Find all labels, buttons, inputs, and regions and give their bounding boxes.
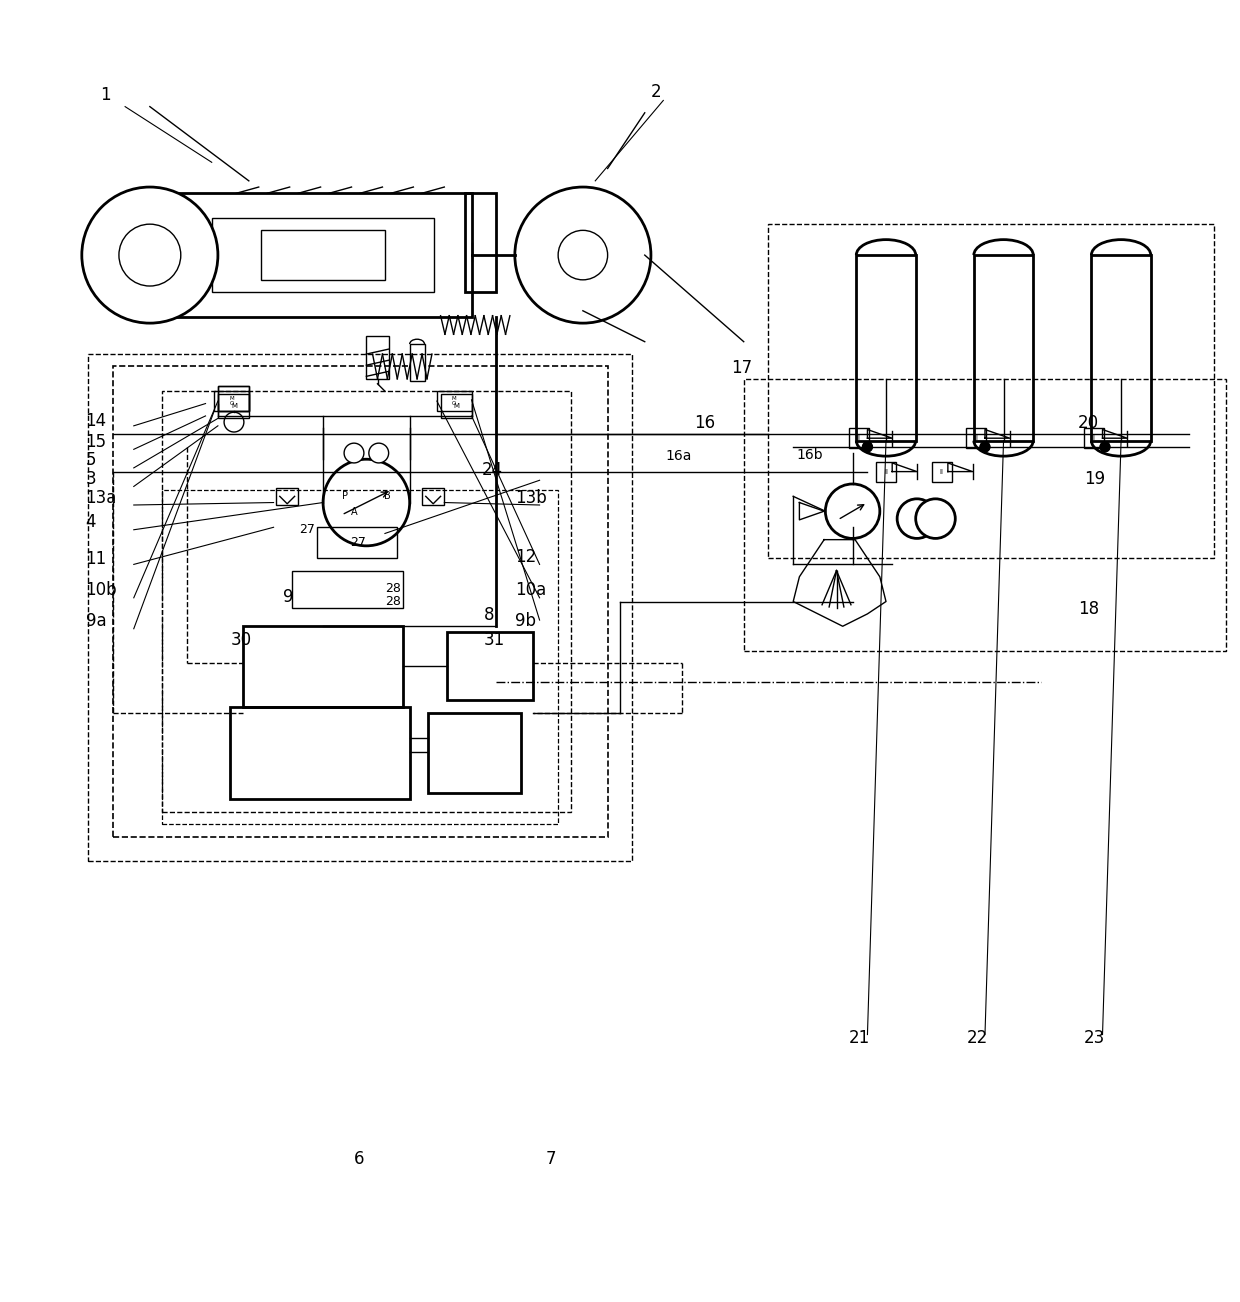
- Text: 23: 23: [1084, 1029, 1105, 1047]
- Circle shape: [515, 187, 651, 323]
- Bar: [366, 336, 388, 379]
- Text: A: A: [351, 508, 357, 517]
- Bar: [162, 490, 558, 824]
- Text: 5: 5: [86, 452, 95, 470]
- Bar: [218, 387, 249, 411]
- Bar: [857, 255, 915, 440]
- Circle shape: [224, 413, 244, 432]
- Bar: [973, 255, 1033, 440]
- Text: 10a: 10a: [515, 581, 546, 599]
- Bar: [409, 344, 424, 381]
- Circle shape: [826, 484, 880, 539]
- Text: 1: 1: [100, 86, 112, 104]
- Circle shape: [1100, 441, 1110, 452]
- Text: M: M: [231, 404, 237, 409]
- Circle shape: [82, 187, 218, 323]
- Text: 2: 2: [651, 83, 662, 100]
- Circle shape: [558, 230, 608, 280]
- Text: 18: 18: [1078, 600, 1099, 618]
- Circle shape: [343, 443, 363, 464]
- Text: II: II: [975, 435, 978, 441]
- Bar: [446, 633, 533, 700]
- Bar: [428, 713, 521, 793]
- Circle shape: [863, 441, 873, 452]
- Text: 27: 27: [300, 523, 315, 536]
- Bar: [162, 391, 570, 812]
- Text: 15: 15: [86, 432, 107, 450]
- Circle shape: [324, 460, 409, 546]
- Text: 19: 19: [1084, 470, 1105, 488]
- Text: 7: 7: [546, 1151, 557, 1168]
- Text: 11: 11: [86, 551, 107, 569]
- Bar: [218, 387, 249, 411]
- Text: 28: 28: [384, 582, 401, 595]
- Circle shape: [368, 443, 388, 464]
- Text: II: II: [857, 435, 861, 441]
- Text: B: B: [384, 491, 391, 501]
- Bar: [215, 391, 249, 411]
- Text: 27: 27: [350, 535, 366, 548]
- Bar: [113, 366, 608, 837]
- Text: 16a: 16a: [666, 449, 692, 464]
- Bar: [277, 488, 299, 505]
- Circle shape: [863, 441, 873, 452]
- Bar: [262, 230, 384, 280]
- Bar: [1084, 428, 1104, 448]
- Text: M
O: M O: [229, 396, 234, 406]
- Bar: [877, 462, 897, 482]
- Text: 4: 4: [86, 513, 95, 531]
- Text: 10b: 10b: [86, 581, 117, 599]
- Bar: [422, 488, 444, 505]
- Text: 6: 6: [353, 1151, 365, 1168]
- Text: 3: 3: [86, 470, 97, 488]
- Bar: [931, 462, 951, 482]
- Text: 9a: 9a: [86, 612, 107, 630]
- Bar: [769, 224, 1214, 559]
- Circle shape: [980, 441, 990, 452]
- Bar: [293, 570, 403, 608]
- Text: II: II: [1092, 435, 1096, 441]
- Text: 9: 9: [284, 587, 294, 605]
- Bar: [440, 393, 471, 418]
- Bar: [849, 428, 869, 448]
- Bar: [243, 626, 403, 707]
- Text: 12: 12: [515, 548, 536, 566]
- Bar: [88, 354, 632, 862]
- Text: 8: 8: [484, 605, 495, 624]
- Circle shape: [1100, 441, 1110, 452]
- Text: M: M: [454, 404, 460, 409]
- Circle shape: [119, 224, 181, 286]
- Bar: [218, 393, 249, 418]
- Text: 14: 14: [86, 411, 107, 430]
- Bar: [317, 527, 397, 559]
- Text: 24: 24: [481, 461, 502, 479]
- Bar: [231, 707, 409, 799]
- Bar: [966, 428, 986, 448]
- Circle shape: [915, 499, 955, 539]
- Text: 30: 30: [231, 630, 252, 648]
- Text: 9b: 9b: [515, 612, 536, 630]
- Text: 21: 21: [849, 1029, 870, 1047]
- Text: 13a: 13a: [86, 488, 117, 506]
- Circle shape: [980, 441, 990, 452]
- Text: 17: 17: [732, 358, 753, 376]
- Text: 16: 16: [694, 414, 715, 432]
- Text: 22: 22: [966, 1029, 988, 1047]
- Text: II: II: [884, 469, 888, 475]
- Bar: [436, 391, 471, 411]
- Text: M
O: M O: [451, 396, 456, 406]
- Text: 28: 28: [384, 595, 401, 608]
- Text: 16b: 16b: [797, 448, 823, 462]
- Bar: [125, 193, 471, 316]
- Bar: [465, 193, 496, 292]
- Bar: [1091, 255, 1151, 440]
- Text: 31: 31: [484, 630, 505, 648]
- Text: 20: 20: [1078, 414, 1099, 432]
- Text: II: II: [940, 469, 944, 475]
- Circle shape: [897, 499, 936, 539]
- Text: P: P: [342, 491, 348, 501]
- Text: 13b: 13b: [515, 488, 547, 506]
- Bar: [744, 379, 1226, 651]
- Bar: [212, 217, 434, 292]
